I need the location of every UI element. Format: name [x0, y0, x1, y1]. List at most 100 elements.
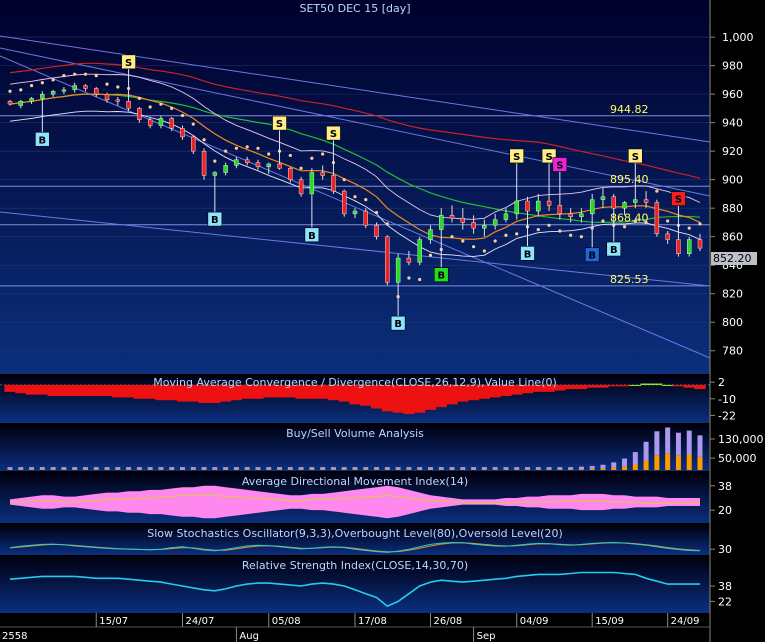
candle[interactable] — [255, 159, 261, 170]
sar-dot — [622, 225, 627, 229]
candle[interactable] — [633, 193, 638, 209]
candle[interactable] — [665, 230, 670, 244]
volume-buy-bar — [589, 468, 595, 470]
volume-sell-bar — [514, 467, 520, 470]
sell-signal-marker[interactable] — [326, 125, 341, 141]
buy-signal-marker[interactable] — [520, 246, 535, 261]
candle[interactable] — [180, 125, 185, 140]
candle[interactable] — [439, 208, 444, 237]
candle[interactable] — [471, 215, 476, 234]
candle[interactable] — [579, 208, 584, 223]
candle[interactable] — [622, 201, 627, 216]
candle[interactable] — [158, 115, 164, 129]
ma-mid-line — [9, 93, 701, 224]
buy-signal-marker[interactable] — [606, 241, 622, 257]
candle[interactable] — [147, 116, 153, 129]
y-tick-label: 960 — [722, 88, 743, 101]
candle[interactable] — [201, 148, 207, 180]
sell-signal-marker[interactable] — [509, 148, 525, 164]
volume-sell-bar — [643, 441, 649, 461]
candle[interactable] — [611, 193, 616, 212]
buy-signal-marker[interactable] — [390, 315, 406, 331]
candle[interactable] — [600, 188, 606, 209]
candle[interactable] — [169, 116, 174, 132]
candle[interactable] — [687, 236, 692, 257]
buy-signal-marker[interactable] — [304, 227, 320, 243]
volume-sell-bar — [115, 467, 121, 470]
macd-bar — [187, 384, 199, 402]
candle[interactable] — [83, 84, 88, 92]
macd-bar — [403, 384, 415, 415]
volume-sell-bar — [18, 467, 24, 470]
candle[interactable] — [320, 165, 325, 180]
candle[interactable] — [352, 208, 358, 219]
candle[interactable] — [288, 166, 293, 183]
rsi-panel[interactable] — [0, 557, 710, 613]
volume-buy-bar — [395, 469, 401, 470]
main-panel[interactable] — [0, 0, 710, 374]
candle[interactable] — [40, 91, 45, 102]
candle[interactable] — [503, 208, 509, 223]
buy-signal-marker[interactable] — [207, 211, 223, 227]
candle[interactable] — [29, 96, 34, 105]
candle[interactable] — [557, 202, 563, 220]
candle[interactable] — [7, 99, 13, 106]
sell-signal-marker[interactable] — [121, 54, 136, 70]
candle[interactable] — [363, 208, 368, 229]
candle[interactable] — [94, 87, 99, 97]
candle[interactable] — [18, 99, 23, 109]
buy-signal-label: B — [39, 135, 47, 146]
candle[interactable] — [212, 171, 218, 182]
candle[interactable] — [244, 156, 250, 166]
candle[interactable] — [643, 191, 649, 209]
candle[interactable] — [104, 92, 110, 103]
candle[interactable] — [697, 233, 703, 251]
stochastics-panel[interactable] — [0, 525, 710, 555]
candle[interactable] — [676, 236, 681, 257]
candle[interactable] — [482, 219, 487, 237]
candle[interactable] — [417, 236, 422, 266]
candle[interactable] — [277, 161, 282, 170]
volume-panel[interactable] — [0, 425, 710, 471]
candle[interactable] — [115, 96, 121, 106]
candle[interactable] — [406, 250, 412, 266]
candle[interactable] — [331, 171, 336, 194]
candle[interactable] — [309, 168, 315, 197]
candle[interactable] — [342, 189, 347, 217]
candle[interactable] — [546, 193, 552, 212]
buy-signal-marker[interactable] — [35, 131, 50, 147]
sell-signal-marker[interactable] — [552, 157, 568, 172]
sell-signal-marker[interactable] — [628, 148, 643, 164]
sell-signal-marker[interactable] — [671, 191, 686, 206]
candle[interactable] — [266, 162, 271, 174]
candle[interactable] — [536, 193, 541, 217]
candle[interactable] — [191, 135, 196, 155]
candle[interactable] — [126, 99, 131, 112]
candle[interactable] — [449, 205, 455, 223]
candle[interactable] — [374, 222, 379, 240]
candle[interactable] — [514, 193, 519, 220]
candle[interactable] — [298, 176, 304, 197]
candle[interactable] — [61, 87, 67, 95]
volume-sell-bar — [557, 467, 563, 470]
candle[interactable] — [568, 208, 573, 223]
buy-signal-marker[interactable] — [433, 267, 449, 282]
candle[interactable] — [50, 89, 56, 97]
candle[interactable] — [395, 253, 401, 286]
sar-dot — [105, 82, 109, 86]
candle[interactable] — [385, 235, 390, 286]
candle[interactable] — [460, 208, 466, 230]
buy-signal-marker[interactable] — [584, 247, 600, 263]
candle[interactable] — [428, 225, 433, 244]
candle[interactable] — [137, 106, 142, 123]
candle[interactable] — [72, 82, 77, 93]
candle[interactable] — [223, 162, 228, 176]
candle[interactable] — [589, 193, 595, 217]
candle[interactable] — [654, 199, 660, 237]
candle[interactable] — [234, 156, 239, 169]
sell-signal-marker[interactable] — [272, 115, 287, 131]
macd-bar — [4, 384, 16, 392]
volume-buy-bar — [18, 469, 24, 470]
candle[interactable] — [525, 196, 530, 216]
candle[interactable] — [492, 213, 498, 230]
